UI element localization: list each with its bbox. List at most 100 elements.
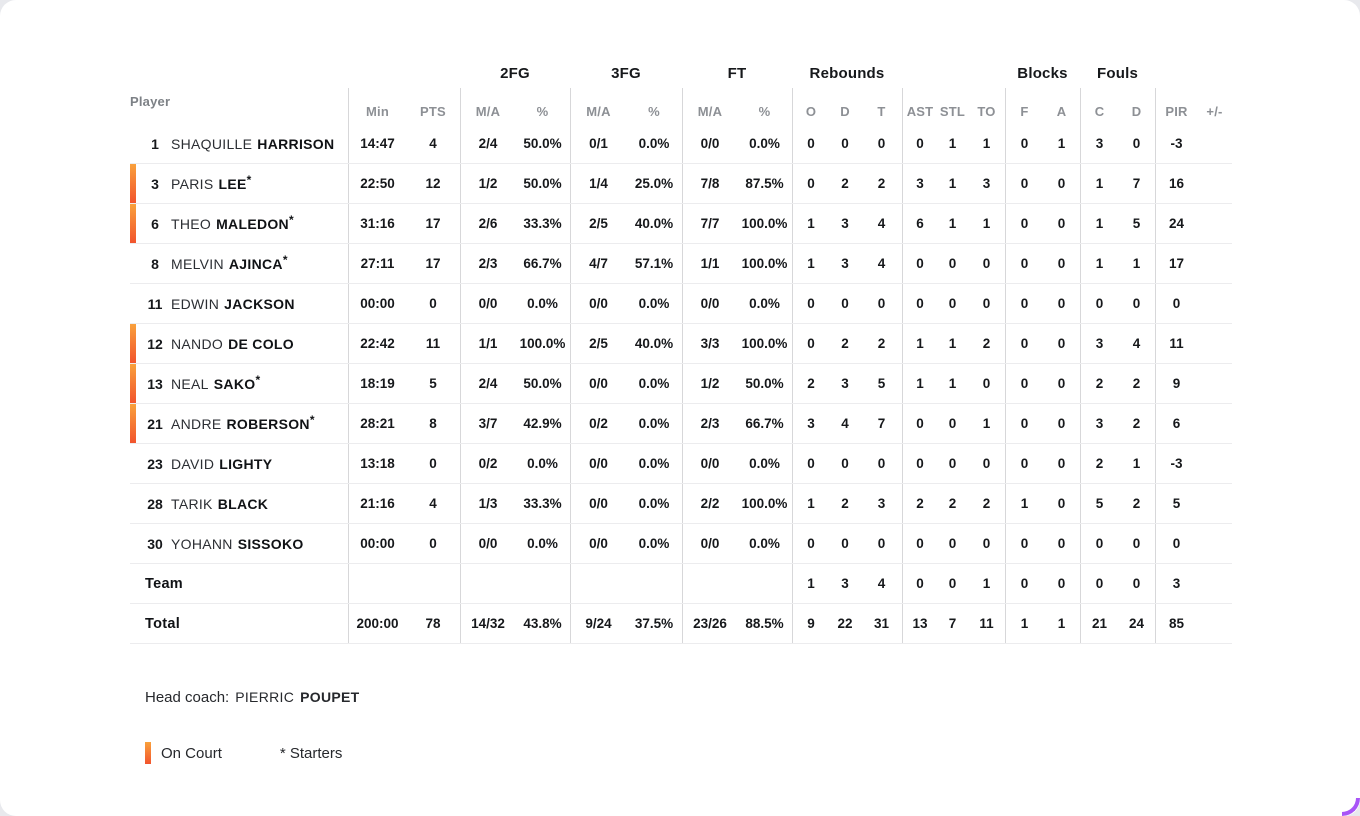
- stat-blk-a: 0: [1057, 576, 1066, 591]
- player-row: Team 1 3 4 0 0 1 0 0 0 0 3: [130, 564, 1232, 604]
- head-coach-label: Head coach:: [145, 689, 230, 706]
- player-row: Total 200:00 78 14/32 43.8% 9/24 37.5% 2…: [130, 604, 1232, 644]
- stat-stl: 0: [948, 256, 957, 271]
- on-court-indicator: [130, 404, 136, 443]
- stat-ast: 2: [902, 484, 937, 523]
- stat-pir: 5: [1155, 484, 1197, 523]
- jersey-number: 12: [147, 335, 163, 352]
- stat-3fg-pct: 0.0%: [638, 456, 670, 471]
- stat-stl: 1: [948, 176, 957, 191]
- col-blk-f: F: [1005, 88, 1043, 124]
- stat-ft-ma: 0/0: [682, 124, 737, 163]
- stat-2fg-ma: 2/4: [460, 364, 515, 403]
- stat-plus-minus: [1197, 204, 1232, 243]
- stat-3fg-ma: 4/7: [570, 244, 626, 283]
- on-court-legend-swatch: [145, 742, 151, 764]
- stat-ast: 0: [902, 124, 937, 163]
- player-cell: Total: [130, 604, 348, 643]
- stat-pts: 4: [429, 496, 437, 511]
- group-blocks: Blocks: [1017, 64, 1068, 82]
- stat-3fg-ma: [570, 564, 626, 603]
- stat-pir: -3: [1155, 444, 1197, 483]
- stat-ft-pct: 0.0%: [749, 136, 780, 151]
- col-plus-minus: +/-: [1206, 104, 1223, 119]
- stat-min: 28:21: [348, 404, 406, 443]
- col-ft-pct: %: [758, 104, 771, 119]
- stat-foul-c: 0: [1080, 284, 1118, 323]
- stat-foul-c: 0: [1080, 524, 1118, 563]
- stat-3fg-pct: 0.0%: [638, 136, 670, 151]
- stat-reb-d: 3: [841, 376, 849, 391]
- stat-2fg-pct: 50.0%: [523, 376, 562, 391]
- stat-2fg-ma: 1/1: [460, 324, 515, 363]
- stat-to: 0: [982, 456, 991, 471]
- stat-foul-d: 2: [1132, 416, 1141, 431]
- stat-pir: 17: [1155, 244, 1197, 283]
- player-first-name: TARIK: [171, 495, 213, 512]
- stat-stl: 0: [948, 456, 957, 471]
- on-court-indicator: [130, 324, 136, 363]
- stat-pts: 17: [425, 256, 441, 271]
- stat-stl: 0: [948, 416, 957, 431]
- player-first-name: ANDRE: [171, 415, 222, 432]
- stat-pir: 85: [1155, 604, 1197, 643]
- stat-foul-c: 3: [1080, 324, 1118, 363]
- stat-pir: 9: [1155, 364, 1197, 403]
- stat-pts: [406, 564, 460, 603]
- stat-reb-d: 3: [841, 256, 849, 271]
- stat-min: 00:00: [348, 284, 406, 323]
- stat-stl: 1: [948, 376, 957, 391]
- stat-reb-d: 22: [837, 616, 853, 631]
- player-cell: 30 YOHANN SISSOKO: [130, 524, 348, 563]
- stat-min: 13:18: [348, 444, 406, 483]
- player-cell: 1 SHAQUILLE HARRISON: [130, 124, 348, 163]
- stat-3fg-pct: 40.0%: [634, 216, 674, 231]
- stat-3fg-ma: 0/2: [570, 404, 626, 443]
- stat-ft-ma: 3/3: [682, 324, 737, 363]
- stat-pir: 11: [1155, 324, 1197, 363]
- jersey-number: 23: [147, 455, 163, 472]
- stat-ft-ma: 7/7: [682, 204, 737, 243]
- stat-ft-ma: 1/1: [682, 244, 737, 283]
- stat-stl: 0: [948, 576, 957, 591]
- stat-ast: 0: [902, 284, 937, 323]
- player-last-name: HARRISON: [257, 135, 335, 152]
- stat-reb-o: 9: [792, 604, 829, 643]
- stat-3fg-pct: 0.0%: [638, 416, 670, 431]
- group-ft: FT: [727, 64, 747, 82]
- stat-min: 22:50: [348, 164, 406, 203]
- starter-mark: *: [309, 412, 315, 427]
- stat-ft-pct: 88.5%: [745, 616, 784, 631]
- stat-plus-minus: [1197, 564, 1232, 603]
- stat-to: 0: [982, 256, 991, 271]
- stat-plus-minus: [1197, 124, 1232, 163]
- stat-2fg-pct: [515, 564, 570, 603]
- stat-reb-d: 0: [841, 296, 849, 311]
- stat-pir: 16: [1155, 164, 1197, 203]
- player-rows: 1 SHAQUILLE HARRISON 14:47 4 2/4 50.0% 0…: [130, 124, 1232, 644]
- col-pir: PIR: [1155, 88, 1197, 124]
- stat-pts: 12: [425, 176, 441, 191]
- stat-blk-a: 0: [1057, 376, 1066, 391]
- stat-3fg-pct: 0.0%: [638, 496, 670, 511]
- stat-reb-o: 1: [792, 204, 829, 243]
- player-cell: 11 EDWIN JACKSON: [130, 284, 348, 323]
- stat-3fg-ma: 0/0: [570, 484, 626, 523]
- stat-reb-d: 2: [841, 496, 849, 511]
- stat-ft-ma: 2/2: [682, 484, 737, 523]
- stat-foul-d: 0: [1132, 296, 1141, 311]
- jersey-number: 8: [151, 255, 159, 272]
- player-first-name: NANDO: [171, 335, 224, 352]
- stat-2fg-ma: 1/3: [460, 484, 515, 523]
- stat-foul-d: 0: [1132, 136, 1141, 151]
- stat-reb-t: 2: [877, 336, 886, 351]
- stat-plus-minus: [1197, 404, 1232, 443]
- stat-stl: 0: [948, 296, 957, 311]
- stat-ft-pct: 66.7%: [745, 416, 784, 431]
- stat-min: [348, 564, 406, 603]
- stat-2fg-pct: 0.0%: [527, 456, 558, 471]
- stat-2fg-pct: 33.3%: [523, 496, 562, 511]
- stat-3fg-pct: 0.0%: [638, 536, 670, 551]
- stat-min: 18:19: [348, 364, 406, 403]
